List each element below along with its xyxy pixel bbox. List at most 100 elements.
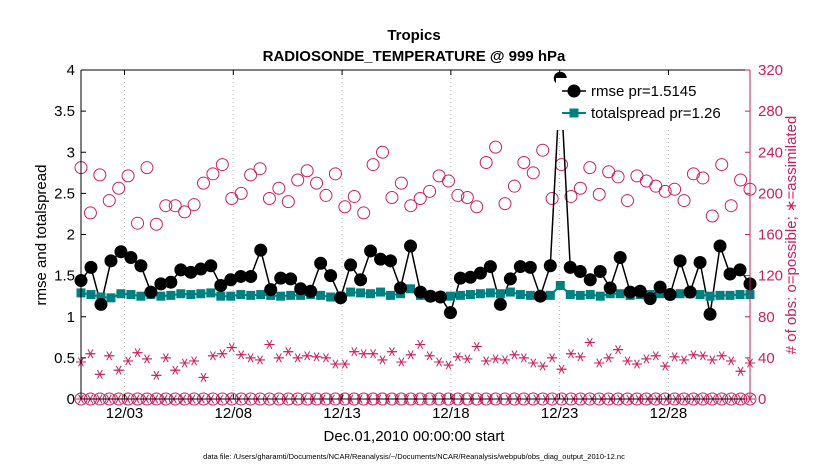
obs-possible-point (131, 216, 145, 230)
obs-assimilated-point (471, 341, 482, 352)
obs-assimilated-point (509, 350, 520, 360)
y-left-tick-label: 1 (67, 309, 75, 326)
obs-possible-point (310, 176, 324, 190)
obs-possible-point (441, 174, 455, 188)
chart-subtitle: RADIOSONDE_TEMPERATURE @ 999 hPa (263, 48, 566, 65)
rmse-point (264, 283, 278, 297)
obs-possible-point (187, 198, 201, 212)
obs-possible-point (121, 169, 135, 183)
totalspread-point (316, 290, 326, 300)
obs-assimilated-point (660, 361, 671, 371)
rmse-point (473, 266, 487, 280)
obs-possible-point (196, 176, 210, 190)
totalspread-point (695, 290, 705, 300)
obs-possible-point (253, 162, 267, 176)
obs-possible-point (328, 167, 342, 181)
obs-possible-point (573, 181, 587, 195)
totalspread-point (515, 290, 525, 300)
obs-assimilated-point (273, 353, 284, 363)
obs-possible-point (668, 182, 682, 196)
totalspread-point (455, 290, 465, 300)
obs-possible-point (621, 194, 635, 208)
rmse-point (633, 284, 647, 298)
legend-swatch-totalspread (562, 108, 586, 118)
obs-assimilated-point (151, 370, 162, 380)
obs-possible-point (696, 171, 710, 185)
rmse-point (314, 256, 328, 270)
y-right-tick-label: 40 (758, 350, 775, 367)
obs-possible-point (159, 199, 173, 213)
obs-possible-point (677, 194, 691, 208)
obs-assimilated-point (368, 349, 379, 359)
rmse-point (254, 243, 268, 257)
rmse-point (583, 273, 597, 287)
rmse-point (423, 289, 437, 303)
y-right-tick-label: 80 (758, 309, 775, 326)
obs-assimilated-point (311, 352, 322, 362)
obs-assimilated-point (405, 350, 416, 360)
obs-assimilated-point (726, 356, 737, 366)
rmse-point (683, 285, 697, 299)
rmse-point (503, 272, 517, 286)
obs-possible-point (102, 194, 116, 208)
obs-possible-point (564, 189, 578, 203)
legend-rmse-marker (567, 84, 581, 98)
obs-assimilated-point (207, 351, 218, 361)
totalspread-point (565, 290, 575, 300)
y-left-tick-label: 2.5 (54, 185, 75, 202)
totalspread-point (176, 289, 186, 299)
obs-assimilated-point (631, 359, 642, 369)
obs-assimilated-point (603, 353, 614, 363)
footnote: data file: /Users/gharamti/Documents/NCA… (203, 452, 625, 461)
x-tick-label: 12/08 (215, 405, 253, 422)
x-tick-label: 12/03 (106, 405, 144, 422)
rmse-point (374, 252, 388, 266)
obs-assimilated-point (104, 351, 115, 361)
obs-assimilated-point (283, 347, 294, 357)
y-left-tick-label: 3.5 (54, 103, 75, 120)
y-right-tick-label: 160 (758, 227, 783, 244)
totalspread-point (555, 280, 565, 290)
obs-assimilated-point (716, 351, 727, 361)
rmse-point (274, 271, 288, 285)
totalspread-point (725, 290, 735, 300)
y-left-tick-label: 4 (67, 62, 75, 79)
totalspread-point (186, 290, 196, 300)
rmse-point (573, 265, 587, 279)
obs-possible-point (215, 158, 229, 172)
obs-possible-point (234, 186, 248, 200)
rmse-point (453, 271, 467, 285)
obs-assimilated-point (481, 356, 492, 366)
rmse-point (673, 254, 687, 268)
obs-possible-point (517, 156, 531, 170)
obs-possible-point (686, 167, 700, 181)
obs-assimilated-point (132, 348, 143, 358)
obs-assimilated-point (641, 354, 652, 364)
rmse-point (613, 251, 627, 265)
obs-possible-point (338, 200, 352, 214)
rmse-point (543, 259, 557, 273)
obs-possible-point (526, 166, 540, 180)
obs-assimilated-point (226, 343, 237, 353)
legend-label-rmse: rmse pr=1.5145 (591, 83, 696, 100)
obs-assimilated-point (622, 356, 633, 366)
rmse-point (364, 244, 378, 258)
totalspread-point (465, 290, 475, 300)
obs-possible-point (140, 161, 154, 175)
obs-possible-point (385, 190, 399, 204)
obs-possible-point (498, 197, 512, 211)
rmse-point (513, 260, 527, 274)
rmse-point (713, 239, 727, 253)
obs-possible-point (451, 188, 465, 202)
obs-assimilated-point (264, 339, 275, 350)
obs-possible-point (300, 164, 314, 178)
obs-possible-point (168, 199, 182, 213)
obs-assimilated-point (217, 349, 228, 359)
rmse-point (194, 262, 208, 276)
rmse-point (94, 297, 108, 311)
rmse-point (384, 254, 398, 268)
obs-possible-point (583, 161, 597, 175)
obs-assimilated-point (160, 353, 171, 363)
rmse-point (603, 281, 617, 295)
totalspread-point (545, 290, 555, 300)
